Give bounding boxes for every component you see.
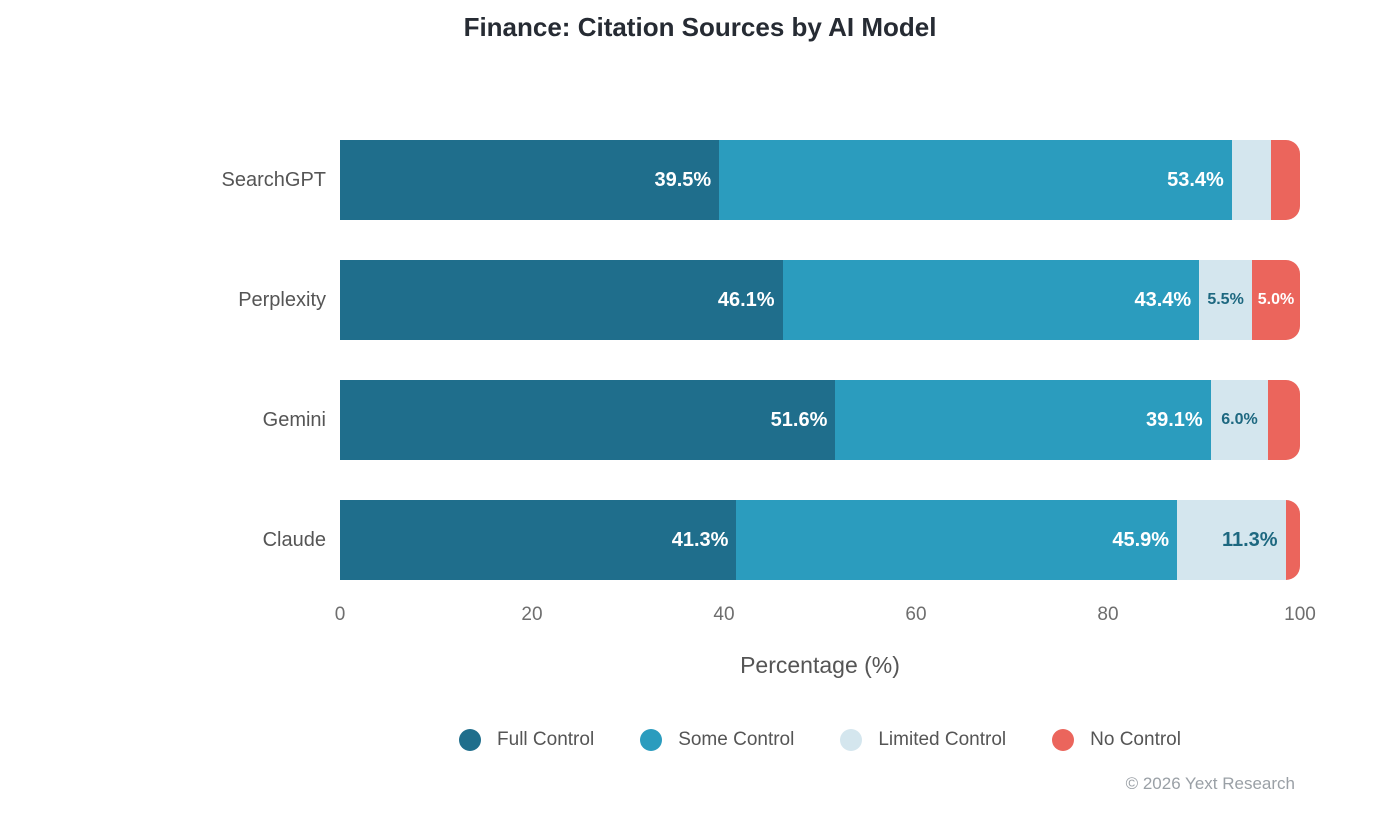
bar-segment bbox=[1268, 380, 1300, 460]
bar-value-label: 43.4% bbox=[1134, 289, 1192, 311]
bar-track: 39.5% 53.4% bbox=[340, 140, 1300, 220]
bar-segment: 5.5% bbox=[1199, 260, 1252, 340]
legend-item: Limited Control bbox=[840, 729, 1006, 751]
bar-segment: 45.9% bbox=[736, 500, 1178, 580]
x-tick-label: 20 bbox=[521, 604, 543, 625]
legend-dot-icon bbox=[640, 729, 663, 751]
bar-value-label: 6.0% bbox=[1221, 411, 1258, 428]
legend-dot-icon bbox=[459, 729, 482, 751]
x-tick-label: 80 bbox=[1097, 604, 1119, 625]
x-axis: 0 20 40 60 80 100 bbox=[335, 604, 1316, 630]
bar-track: 41.3% 45.9% 11.3% bbox=[340, 500, 1300, 580]
bar-segment: 39.1% bbox=[835, 380, 1211, 460]
x-tick-label: 0 bbox=[334, 604, 346, 625]
bar-value-label: 39.5% bbox=[654, 169, 712, 191]
bar-value-label: 46.1% bbox=[717, 289, 775, 311]
category-label: Claude bbox=[262, 529, 326, 551]
chart-title: Finance: Citation Sources by AI Model bbox=[463, 12, 937, 42]
bar-segment: 51.6% bbox=[340, 380, 836, 460]
x-tick-label: 60 bbox=[905, 604, 927, 625]
x-tick-label: 40 bbox=[713, 604, 735, 625]
bar-row: Claude 41.3% 45.9% 11.3% bbox=[0, 500, 1400, 580]
bar-segment bbox=[1271, 140, 1300, 220]
copyright-text: © 2026 Yext Research bbox=[1125, 774, 1295, 793]
bar-segment bbox=[1285, 500, 1300, 580]
bar-segment bbox=[1231, 140, 1272, 220]
legend-label: Full Control bbox=[497, 729, 595, 750]
x-axis-label: Percentage (%) bbox=[740, 652, 900, 678]
bar-value-label: 51.6% bbox=[770, 409, 828, 431]
legend-label: Some Control bbox=[678, 729, 795, 750]
bar-value-label: 41.3% bbox=[671, 529, 729, 551]
bar-row: SearchGPT 39.5% 53.4% bbox=[0, 140, 1400, 220]
legend-item: Full Control bbox=[459, 729, 594, 751]
bar-segment: 39.5% bbox=[340, 140, 720, 220]
legend-label: Limited Control bbox=[878, 729, 1007, 750]
x-tick-label: 100 bbox=[1284, 604, 1316, 625]
bar-segment: 5.0% bbox=[1251, 260, 1300, 340]
bar-value-label: 5.5% bbox=[1207, 291, 1244, 308]
bar-segment: 53.4% bbox=[719, 140, 1232, 220]
bar-value-label: 11.3% bbox=[1221, 529, 1278, 551]
legend-item: No Control bbox=[1052, 729, 1181, 751]
bar-segment: 41.3% bbox=[340, 500, 737, 580]
bar-row: Gemini 51.6% 39.1% 6.0% bbox=[0, 380, 1400, 460]
legend-dot-icon bbox=[840, 729, 863, 751]
legend: Full Control Some Control Limited Control N… bbox=[340, 726, 1300, 754]
bar-segment: 6.0% bbox=[1210, 380, 1269, 460]
legend-dot-icon bbox=[1052, 729, 1075, 751]
bar-segment: 46.1% bbox=[340, 260, 783, 340]
bar-track: 51.6% 39.1% 6.0% bbox=[340, 380, 1300, 460]
bar-segment: 11.3% bbox=[1177, 500, 1286, 580]
category-label: Perplexity bbox=[238, 289, 326, 311]
category-label: Gemini bbox=[262, 409, 326, 431]
bar-row: Perplexity 46.1% 43.4% 5.5% 5.0% bbox=[0, 260, 1400, 340]
bar-segment: 43.4% bbox=[782, 260, 1200, 340]
bar-value-label: 53.4% bbox=[1167, 169, 1224, 191]
bar-track: 46.1% 43.4% 5.5% 5.0% bbox=[340, 260, 1300, 340]
bar-value-label: 5.0% bbox=[1257, 291, 1295, 308]
legend-label: No Control bbox=[1090, 729, 1181, 750]
bar-value-label: 45.9% bbox=[1112, 529, 1170, 551]
category-label: SearchGPT bbox=[221, 169, 326, 191]
legend-item: Some Control bbox=[640, 729, 794, 751]
bar-value-label: 39.1% bbox=[1146, 409, 1203, 431]
